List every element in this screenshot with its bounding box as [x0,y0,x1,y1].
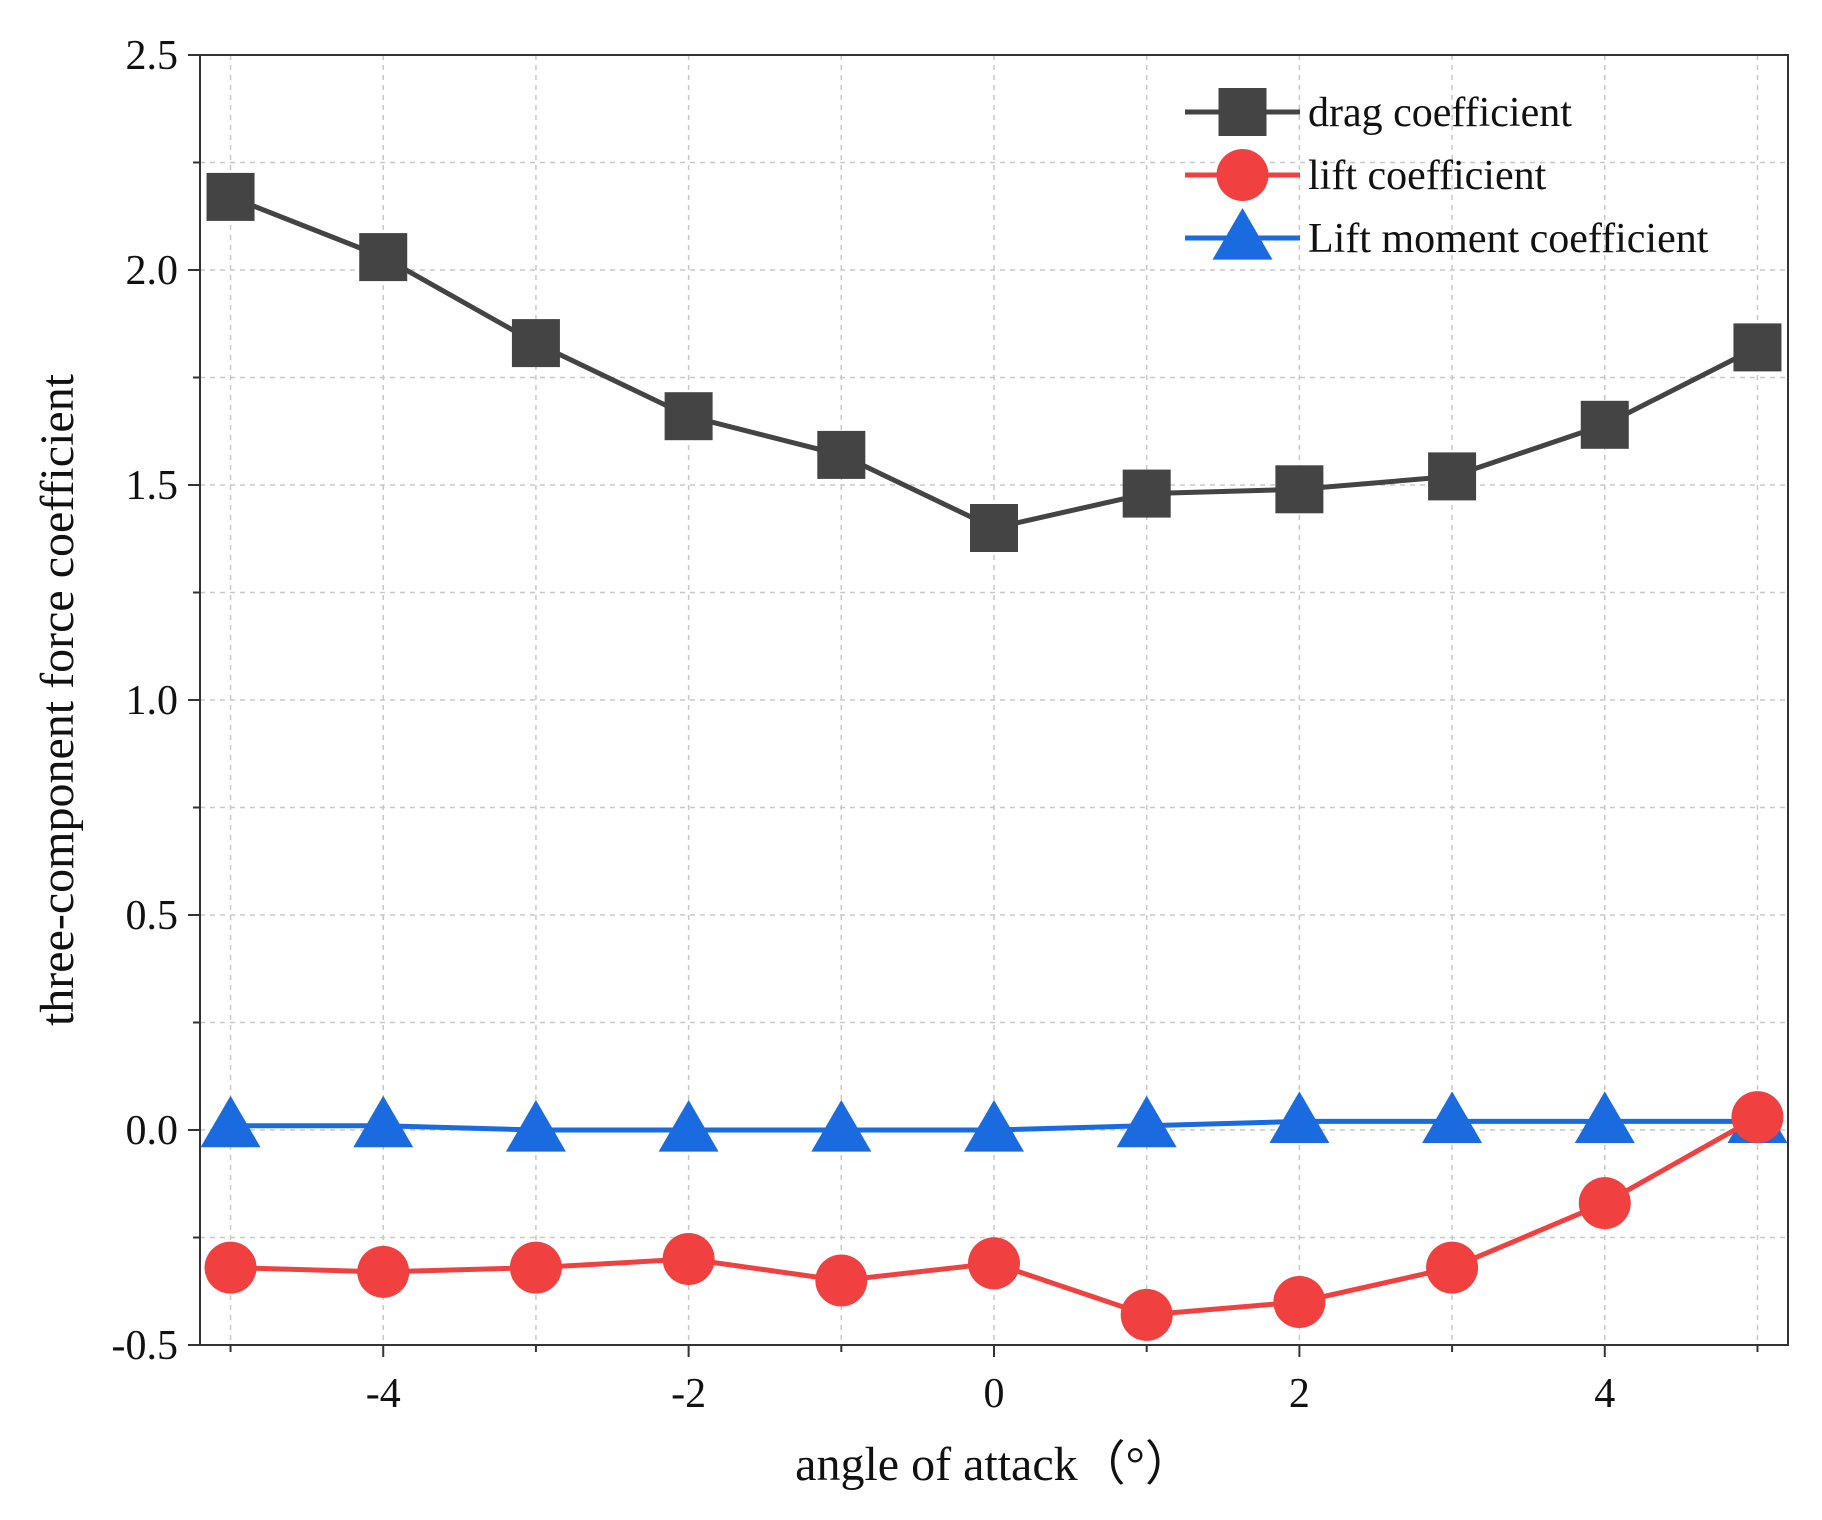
data-point-square [359,233,408,282]
data-point-triangle [658,1100,719,1152]
data-point-circle [1578,1177,1631,1230]
data-point-circle [1273,1276,1326,1328]
legend-item: lift coefficient [1185,149,1547,201]
series-circle [204,1091,1784,1341]
y-tick-label: 1.0 [126,678,179,724]
legend: drag coefficient lift coefficient Lift mom… [1185,88,1709,262]
series-triangle [200,1091,1788,1152]
data-point-square [206,172,255,221]
data-point-circle [357,1245,410,1298]
data-point-square [664,392,713,441]
legend-label: Lift moment coefficient [1308,216,1709,262]
y-axis-title: three-component force coefficient [31,373,84,1026]
data-point-square [1122,469,1171,518]
data-point-triangle [811,1100,872,1152]
data-point-circle [1731,1091,1784,1144]
series-layer [200,172,1788,1341]
x-tick-label: -2 [671,1371,706,1417]
data-point-square [1733,323,1782,372]
x-tick-label: 2 [1289,1371,1310,1417]
legend-marker-square [1218,88,1267,136]
x-tick-label: 0 [984,1371,1005,1417]
axis-ticks [188,54,1759,1357]
data-point-triangle [353,1095,414,1148]
data-point-triangle [200,1095,261,1148]
data-point-square [817,430,866,479]
data-point-triangle [1269,1091,1330,1143]
y-tick-label: 2.0 [126,248,179,294]
data-point-circle [662,1233,715,1285]
data-point-triangle [1574,1091,1635,1143]
legend-item: drag coefficient [1185,88,1572,136]
data-point-triangle [1116,1095,1177,1148]
series-square [206,172,1782,552]
legend-marker-triangle [1212,208,1273,260]
data-point-square [1275,465,1324,514]
data-point-triangle [1422,1091,1483,1143]
data-point-triangle [964,1100,1024,1152]
data-point-square [1428,452,1477,501]
data-point-triangle [505,1100,566,1152]
legend-item: Lift moment coefficient [1185,208,1709,262]
data-point-circle [204,1241,257,1294]
data-point-circle [968,1237,1020,1290]
legend-label: lift coefficient [1308,153,1547,199]
x-axis-title: angle of attack（°） [795,1438,1193,1491]
legend-marker-circle [1216,149,1269,201]
data-point-circle [1426,1241,1479,1294]
data-point-square [511,319,560,368]
y-tick-label: -0.5 [112,1323,179,1369]
data-point-circle [509,1241,562,1294]
x-tick-label: 4 [1594,1371,1615,1417]
y-tick-label: 0.0 [126,1108,179,1154]
data-point-square [970,504,1018,552]
legend-label: drag coefficient [1308,90,1572,136]
y-tick-label: 1.5 [126,463,179,509]
tick-labels: -4 -2 0 2 4 -0.5 0.0 0.5 1.0 1.5 2.0 2.5 [112,33,1616,1417]
y-tick-label: 0.5 [126,893,179,939]
data-point-square [1580,400,1629,449]
data-point-circle [1120,1288,1173,1341]
x-tick-label: -4 [366,1371,401,1417]
data-point-circle [815,1254,868,1307]
y-tick-label: 2.5 [126,33,179,79]
